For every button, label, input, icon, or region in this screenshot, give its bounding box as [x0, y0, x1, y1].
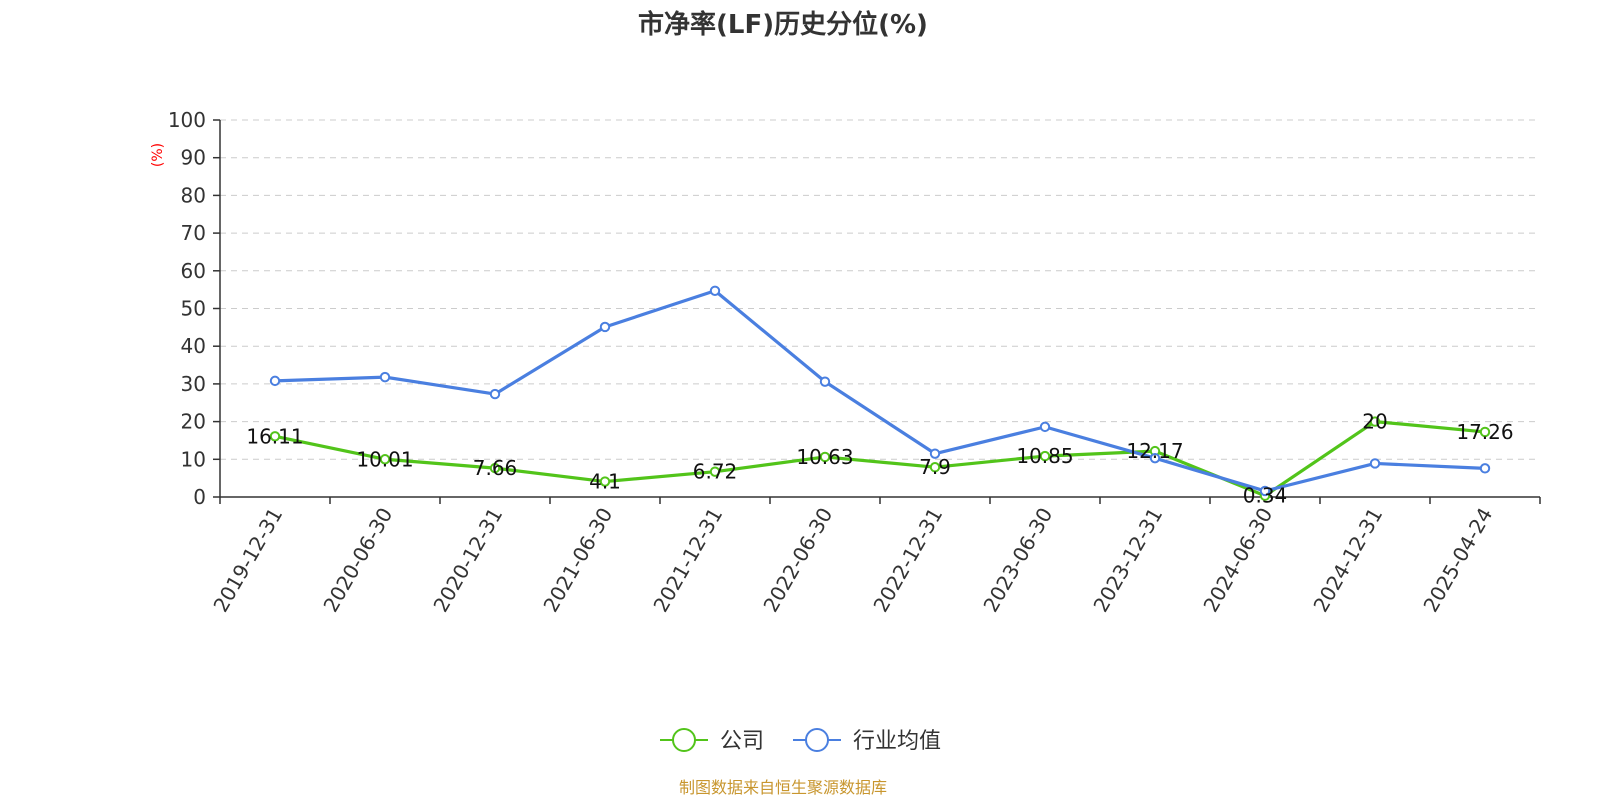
company-point[interactable]: [269, 431, 281, 442]
company-point[interactable]: [929, 462, 941, 473]
legend-label: 公司: [720, 729, 764, 754]
legend-label: 行业均值: [853, 729, 941, 754]
x-tick-label: 2023-12-31: [1088, 504, 1167, 617]
grid-lines: [220, 119, 1540, 460]
x-tick-label: 2024-06-30: [1198, 504, 1277, 617]
x-tick-label: 2022-06-30: [758, 504, 837, 617]
x-tick-label: 2020-12-31: [428, 504, 507, 617]
y-tick-label: 70: [181, 221, 206, 245]
company-data-label: 16.11: [246, 424, 303, 448]
company-data-label: 20: [1362, 410, 1387, 434]
y-tick-label: 0: [193, 485, 206, 509]
x-tick-label: 2019-12-31: [208, 504, 287, 617]
company-point[interactable]: [1369, 416, 1381, 427]
x-tick-label: 2021-06-30: [538, 504, 617, 617]
company-point[interactable]: [709, 466, 721, 477]
industry-average-point[interactable]: [1149, 452, 1161, 464]
data-source-note: 制图数据来自恒生聚源数据库: [679, 778, 887, 797]
company-data-label: 0.34: [1243, 484, 1288, 508]
company-data-label: 10.85: [1016, 444, 1073, 468]
company-data-label: 7.66: [473, 456, 518, 480]
x-tick-label: 2023-06-30: [978, 504, 1057, 617]
chart-title: 市净率(LF)历史分位(%): [638, 9, 928, 40]
company-point[interactable]: [1039, 450, 1051, 462]
series-layer: [269, 285, 1491, 501]
series-line-company: [273, 420, 1487, 498]
y-tick-label: 10: [181, 447, 206, 471]
series-line-industry-average: [273, 289, 1487, 493]
legend-marker-icon: [672, 728, 696, 752]
industry-average-point[interactable]: [489, 388, 501, 400]
x-tick-label: 2021-12-31: [648, 504, 727, 617]
x-tick-label: 2024-12-31: [1308, 504, 1387, 617]
x-tick-label: 2022-12-31: [868, 504, 947, 617]
industry-average-point[interactable]: [269, 375, 281, 387]
y-tick-label: 50: [181, 297, 206, 321]
company-point[interactable]: [1479, 426, 1491, 438]
company-data-label: 12.17: [1126, 439, 1183, 463]
company-point[interactable]: [819, 451, 831, 463]
industry-average-point[interactable]: [819, 376, 831, 387]
legend-marker-icon: [805, 728, 829, 752]
company-data-label: 17.26: [1456, 420, 1513, 444]
y-tick-label: 60: [181, 259, 206, 283]
company-data-label: 7.9: [919, 455, 951, 479]
x-tick-label: 2025-04-24: [1418, 504, 1497, 617]
y-tick-label: 30: [181, 372, 206, 396]
industry-average-point[interactable]: [1369, 458, 1381, 469]
industry-average-point[interactable]: [1479, 463, 1491, 474]
industry-average-point[interactable]: [599, 321, 611, 333]
company-point[interactable]: [489, 462, 501, 474]
y-tick-label: 40: [181, 334, 206, 358]
y-axis-unit: (%): [150, 143, 166, 167]
industry-average-point[interactable]: [1259, 485, 1271, 497]
industry-average-point[interactable]: [379, 371, 391, 383]
y-tick-label: 20: [181, 410, 206, 434]
company-data-label: 4.1: [589, 470, 621, 494]
data-labels: 16.11 10.01 7.66 4.1 6.72 10.63 7.9 10.85 12.17 0…: [246, 410, 1513, 508]
company-data-label: 10.01: [356, 447, 413, 471]
legend-item-company[interactable]: 公司: [660, 728, 764, 754]
legend[interactable]: 公司 行业均值: [660, 728, 941, 754]
x-tick-label: 2020-06-30: [318, 504, 397, 617]
company-data-label: 10.63: [796, 445, 853, 469]
company-data-label: 6.72: [693, 460, 738, 484]
company-point[interactable]: [599, 476, 611, 487]
industry-average-point[interactable]: [1039, 421, 1051, 433]
y-tick-label: 90: [181, 146, 206, 170]
axes: 0 10 20 30 40 50 60 70 80 90 100 2019-12-31 2020-06-…: [168, 108, 1541, 617]
industry-average-point[interactable]: [929, 448, 941, 459]
y-tick-label: 100: [168, 108, 206, 132]
y-tick-label: 80: [181, 183, 206, 207]
legend-item-industry-average[interactable]: 行业均值: [793, 728, 941, 754]
industry-average-point[interactable]: [709, 285, 721, 296]
company-point[interactable]: [379, 454, 391, 465]
